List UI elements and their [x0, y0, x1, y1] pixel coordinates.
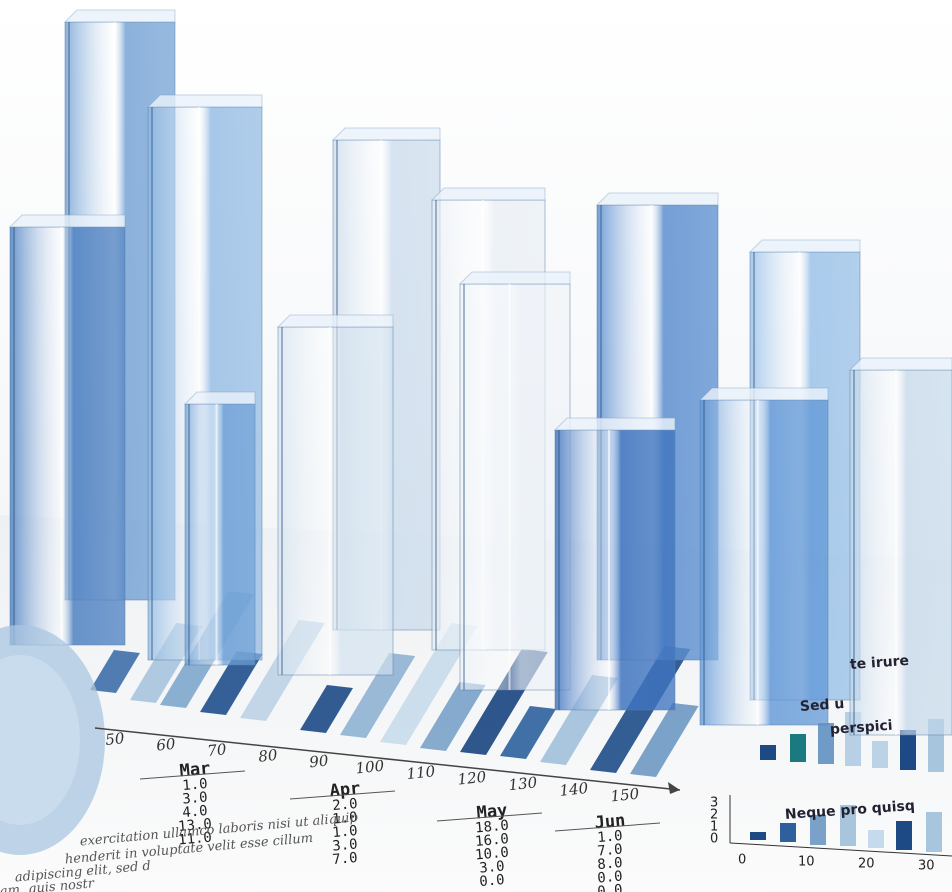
small-x-label: 20 — [858, 857, 875, 872]
axis-tick-label: 70 — [206, 740, 227, 760]
glass-bar — [184, 403, 256, 666]
glass-bar-top — [8, 214, 126, 228]
small-bar — [780, 823, 796, 842]
glass-bars — [8, 9, 952, 736]
flat-bar — [90, 650, 140, 693]
small-bar — [900, 730, 916, 770]
glass-bar — [459, 283, 571, 691]
glass-bar-top — [63, 9, 176, 23]
table-cell: 8.0 — [597, 855, 624, 873]
flat-bar — [340, 653, 416, 738]
flat-bar — [380, 623, 478, 745]
flat-bar — [420, 682, 486, 751]
small-bar — [818, 723, 834, 764]
axis-tick-label: 90 — [308, 751, 329, 771]
glass-bar-top — [698, 387, 829, 401]
glass-bar-top — [553, 417, 676, 431]
table-cell: 0.0 — [479, 872, 506, 890]
table-cell: 2.0 — [332, 796, 359, 814]
table-cell: 0.0 — [597, 882, 624, 892]
flat-bars — [90, 591, 944, 852]
axis-tick-label: 140 — [559, 779, 590, 800]
glass-bar — [849, 369, 952, 736]
flat-bar — [300, 685, 353, 733]
table-cell: 3.0 — [479, 858, 506, 876]
glass-bar-top — [848, 357, 952, 371]
small-bar — [760, 745, 776, 760]
glass-bar-top — [595, 192, 719, 206]
glass-disc-inner — [0, 655, 80, 825]
table-rule — [289, 790, 396, 800]
table-cell: 16.0 — [475, 831, 510, 850]
axis-line — [94, 727, 681, 791]
small-y-label: 2 — [710, 808, 718, 823]
axis-tick-label: 60 — [155, 735, 176, 755]
table-cell: 7.0 — [332, 850, 359, 868]
table-cell: 1.0 — [182, 776, 209, 794]
small-x-label: 10 — [798, 855, 815, 870]
flat-bar — [630, 703, 699, 777]
small-bar — [868, 830, 884, 848]
glass-bar-top — [276, 314, 394, 328]
table-rule — [436, 812, 543, 822]
table-cell: 4.0 — [182, 803, 209, 821]
table-cell: 11.0 — [178, 830, 213, 849]
small-bar — [872, 741, 888, 768]
table-cell: 1.0 — [332, 823, 359, 841]
table-cell: 7.0 — [597, 841, 624, 859]
axis-tick-label: 100 — [355, 757, 386, 778]
chart-label: Sed u — [799, 696, 844, 715]
glass-bar-top — [458, 271, 571, 285]
small-y-label: 3 — [710, 796, 718, 811]
axis-tick-label: 120 — [457, 768, 488, 789]
small-axis — [729, 842, 952, 857]
glass-bar-top — [331, 127, 441, 141]
small-bar — [926, 812, 942, 852]
flat-bar — [500, 706, 556, 759]
small-bar — [896, 821, 912, 850]
glass-bar — [277, 326, 394, 676]
flat-bar — [200, 651, 263, 715]
small-y-label: 0 — [710, 832, 718, 847]
table-cell: 3.0 — [182, 789, 209, 807]
glass-bar-top — [183, 391, 256, 405]
table-cell: 13.0 — [178, 816, 213, 835]
axis-arrow — [668, 782, 680, 794]
chart-label: te irure — [849, 653, 909, 673]
glass-bar — [554, 429, 676, 711]
axis-tick-label: 130 — [508, 773, 539, 794]
table-cell: 10.0 — [475, 845, 510, 864]
table-cell: 18.0 — [475, 818, 510, 837]
table-cell: 3.0 — [332, 836, 359, 854]
table-cell: 1.0 — [332, 809, 359, 827]
glass-bar — [699, 399, 829, 726]
table-rule — [554, 822, 661, 832]
glass-bar-top — [146, 94, 263, 108]
small-bar — [790, 734, 806, 762]
glass-bar-top — [430, 187, 546, 201]
axis-tick-label: 150 — [610, 785, 641, 806]
table-cell: 0.0 — [597, 868, 624, 886]
small-bar — [840, 805, 856, 846]
small-y-label: 1 — [710, 820, 718, 835]
axis-tick-label: 110 — [406, 762, 437, 783]
paper-text: 50 60 70 80 90 100 110 120 130 140 150Mar1.03.04.0… — [0, 653, 952, 892]
small-x-label: 30 — [918, 859, 935, 874]
small-x-label: 0 — [738, 853, 746, 868]
axis-tick-label: 80 — [257, 746, 278, 766]
small-bar — [750, 832, 766, 840]
axis-tick-label: 50 — [104, 729, 125, 749]
table-rule — [139, 770, 246, 780]
glass-bar-top — [748, 239, 861, 253]
glass-bar — [9, 226, 126, 646]
table-cell: 1.0 — [597, 828, 624, 846]
chart-label: perspici — [829, 718, 893, 738]
small-bar — [810, 815, 826, 845]
